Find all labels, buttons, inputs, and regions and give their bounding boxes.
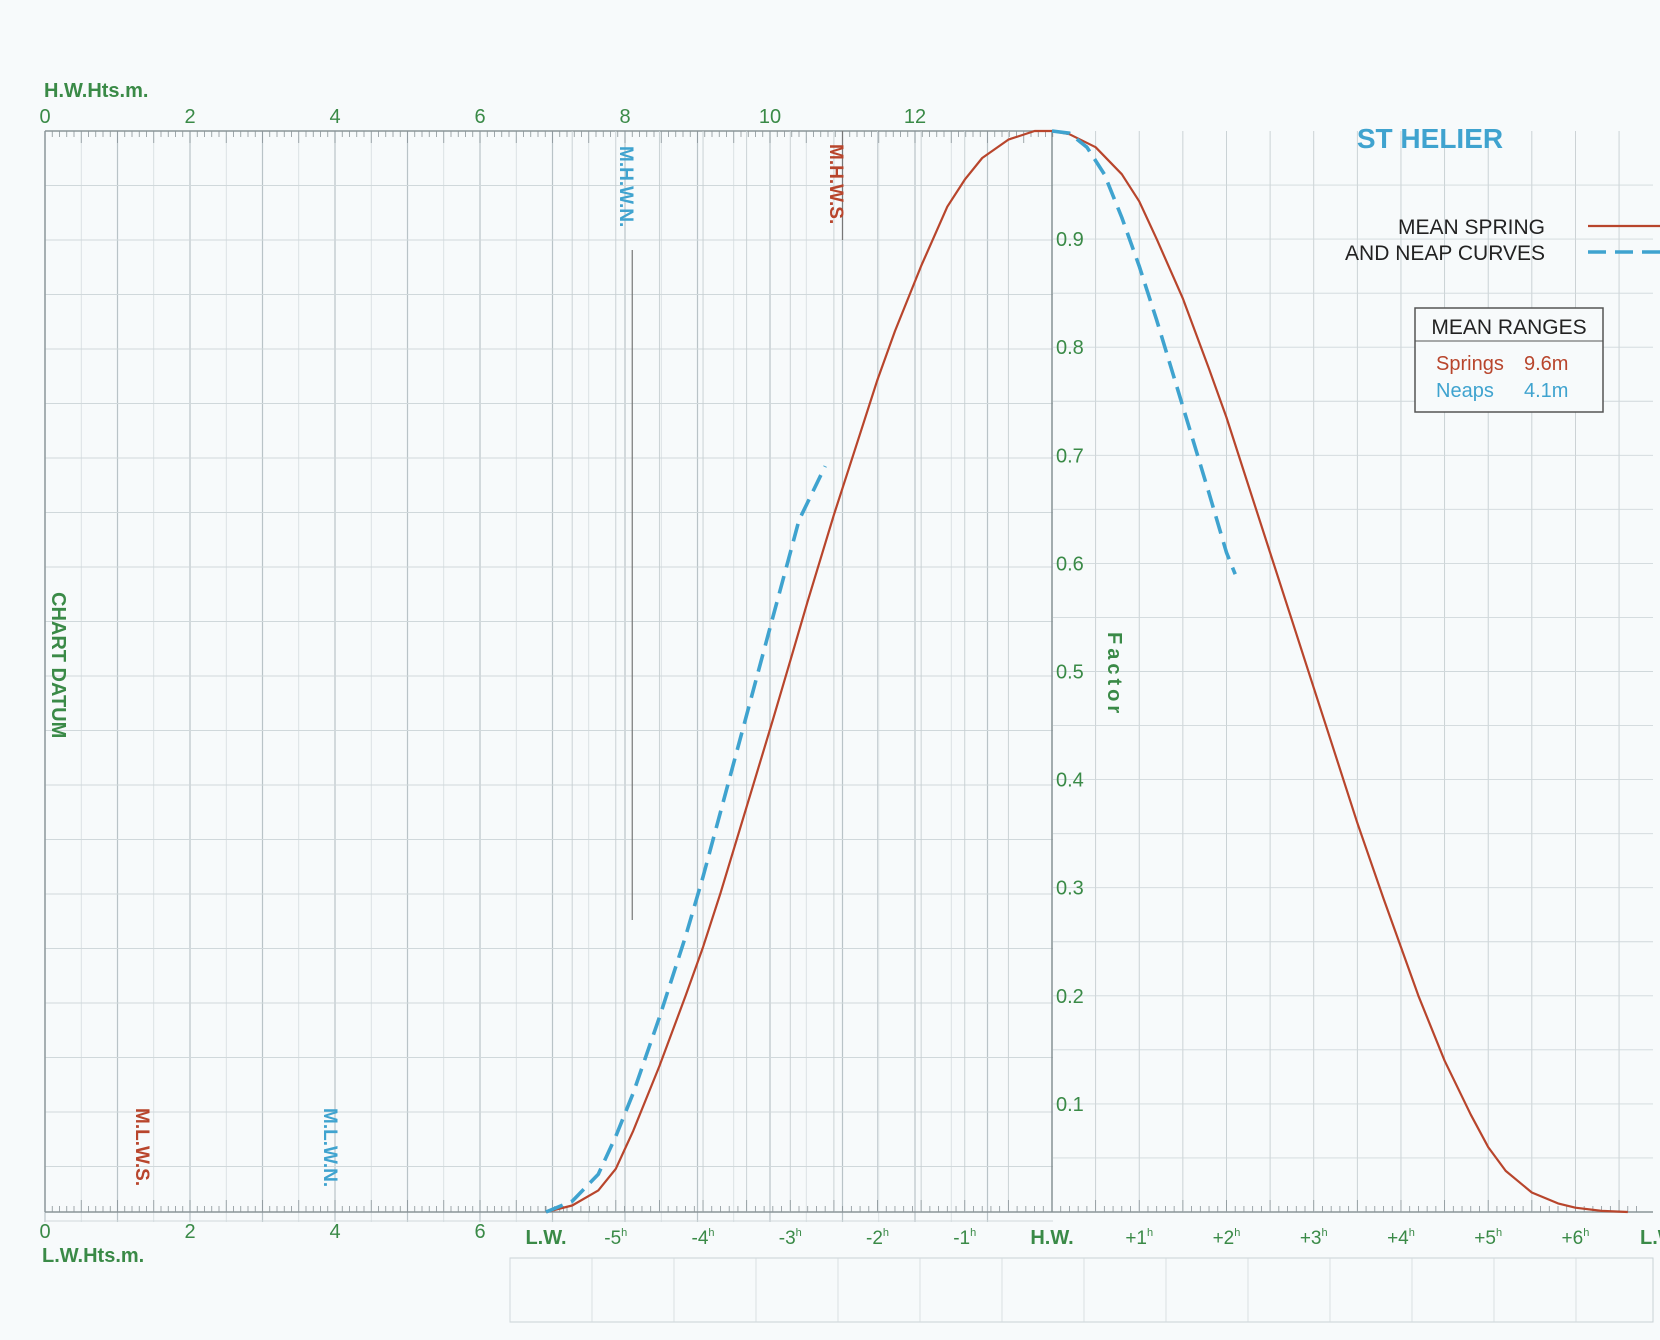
lw-tick-label: 6 bbox=[474, 1221, 485, 1243]
legend-label-line1: MEAN SPRING bbox=[1398, 216, 1545, 239]
springs-range-label: Springs bbox=[1436, 353, 1504, 375]
mhws-marker: M.H.W.S. bbox=[825, 144, 846, 224]
chart-title: ST HELIER bbox=[1357, 123, 1503, 154]
neap-curve-1 bbox=[545, 465, 827, 1214]
chart-marks bbox=[545, 129, 1628, 1214]
hour-tick-label: +3h bbox=[1300, 1227, 1328, 1249]
factor-tick-label: 0.6 bbox=[1056, 553, 1084, 575]
lw-axis-label: L.W.Hts.m. bbox=[42, 1245, 144, 1267]
hour-tick-label: +2h bbox=[1213, 1227, 1241, 1249]
hour-tick-label: +5h bbox=[1474, 1227, 1502, 1249]
factor-tick-label: 0.3 bbox=[1056, 878, 1084, 900]
mlws-marker: M.L.W.S. bbox=[131, 1108, 152, 1186]
hour-tick-label: +4h bbox=[1387, 1227, 1415, 1249]
factor-tick-label: 0.4 bbox=[1056, 770, 1084, 792]
hour-tick-label: -5h bbox=[604, 1227, 627, 1249]
neaps-range-label: Neaps bbox=[1436, 380, 1494, 402]
hw-tick-label: 10 bbox=[759, 106, 781, 128]
hw-tick-label: 0 bbox=[39, 106, 50, 128]
lw-tick-label: 4 bbox=[329, 1221, 340, 1243]
hw-tick-label: 8 bbox=[619, 106, 630, 128]
neaps-range-value: 4.1m bbox=[1524, 380, 1568, 402]
hw-time-label: H.W. bbox=[1030, 1227, 1073, 1249]
lw-tick-label: 2 bbox=[184, 1221, 195, 1243]
factor-tick-label: 0.9 bbox=[1056, 229, 1084, 251]
hour-tick-label: +6h bbox=[1562, 1227, 1590, 1249]
hour-tick-label: -4h bbox=[692, 1227, 715, 1249]
springs-range-value: 9.6m bbox=[1524, 353, 1568, 375]
lw-end-time-label: L.W. bbox=[1640, 1227, 1660, 1249]
hour-tick-label: -3h bbox=[779, 1227, 802, 1249]
chart-grid bbox=[44, 130, 1654, 1323]
factor-tick-label: 0.5 bbox=[1056, 662, 1084, 684]
hw-tick-label: 4 bbox=[329, 106, 340, 128]
chart-datum-label: CHART DATUM bbox=[47, 592, 69, 738]
neap-curve-2 bbox=[1051, 129, 1237, 575]
factor-axis-label: Factor bbox=[1103, 632, 1125, 717]
spring-curve bbox=[545, 129, 1628, 1214]
hw-tick-label: 12 bbox=[904, 106, 926, 128]
hour-tick-label: -2h bbox=[866, 1227, 889, 1249]
hour-tick-label: +1h bbox=[1125, 1227, 1153, 1249]
chart-labels: 0 2 4 6 8 10 12 0 2 4 6 0.1 0.2 0.3 0.4 0.5 0.6 0.7 0.8 0.9… bbox=[39, 106, 1589, 1249]
hw-tick-label: 2 bbox=[184, 106, 195, 128]
factor-tick-label: 0.8 bbox=[1056, 337, 1084, 359]
lw-tick-label: 0 bbox=[39, 1221, 50, 1243]
factor-tick-label: 0.7 bbox=[1056, 445, 1084, 467]
mlwn-marker: M.L.W.N. bbox=[319, 1108, 340, 1187]
hw-tick-label: 6 bbox=[474, 106, 485, 128]
hour-tick-label: -1h bbox=[953, 1227, 976, 1249]
mhwn-marker: M.H.W.N. bbox=[615, 146, 636, 227]
hw-axis-label: H.W.Hts.m. bbox=[44, 80, 148, 102]
factor-tick-label: 0.1 bbox=[1056, 1094, 1084, 1116]
lw-time-label: L.W. bbox=[525, 1227, 566, 1249]
mean-ranges-box bbox=[1414, 307, 1604, 413]
factor-tick-label: 0.2 bbox=[1056, 986, 1084, 1008]
lower-table-box bbox=[509, 1257, 1654, 1323]
legend-label-line2: AND NEAP CURVES bbox=[1345, 242, 1545, 265]
mean-ranges-heading: MEAN RANGES bbox=[1431, 316, 1586, 339]
